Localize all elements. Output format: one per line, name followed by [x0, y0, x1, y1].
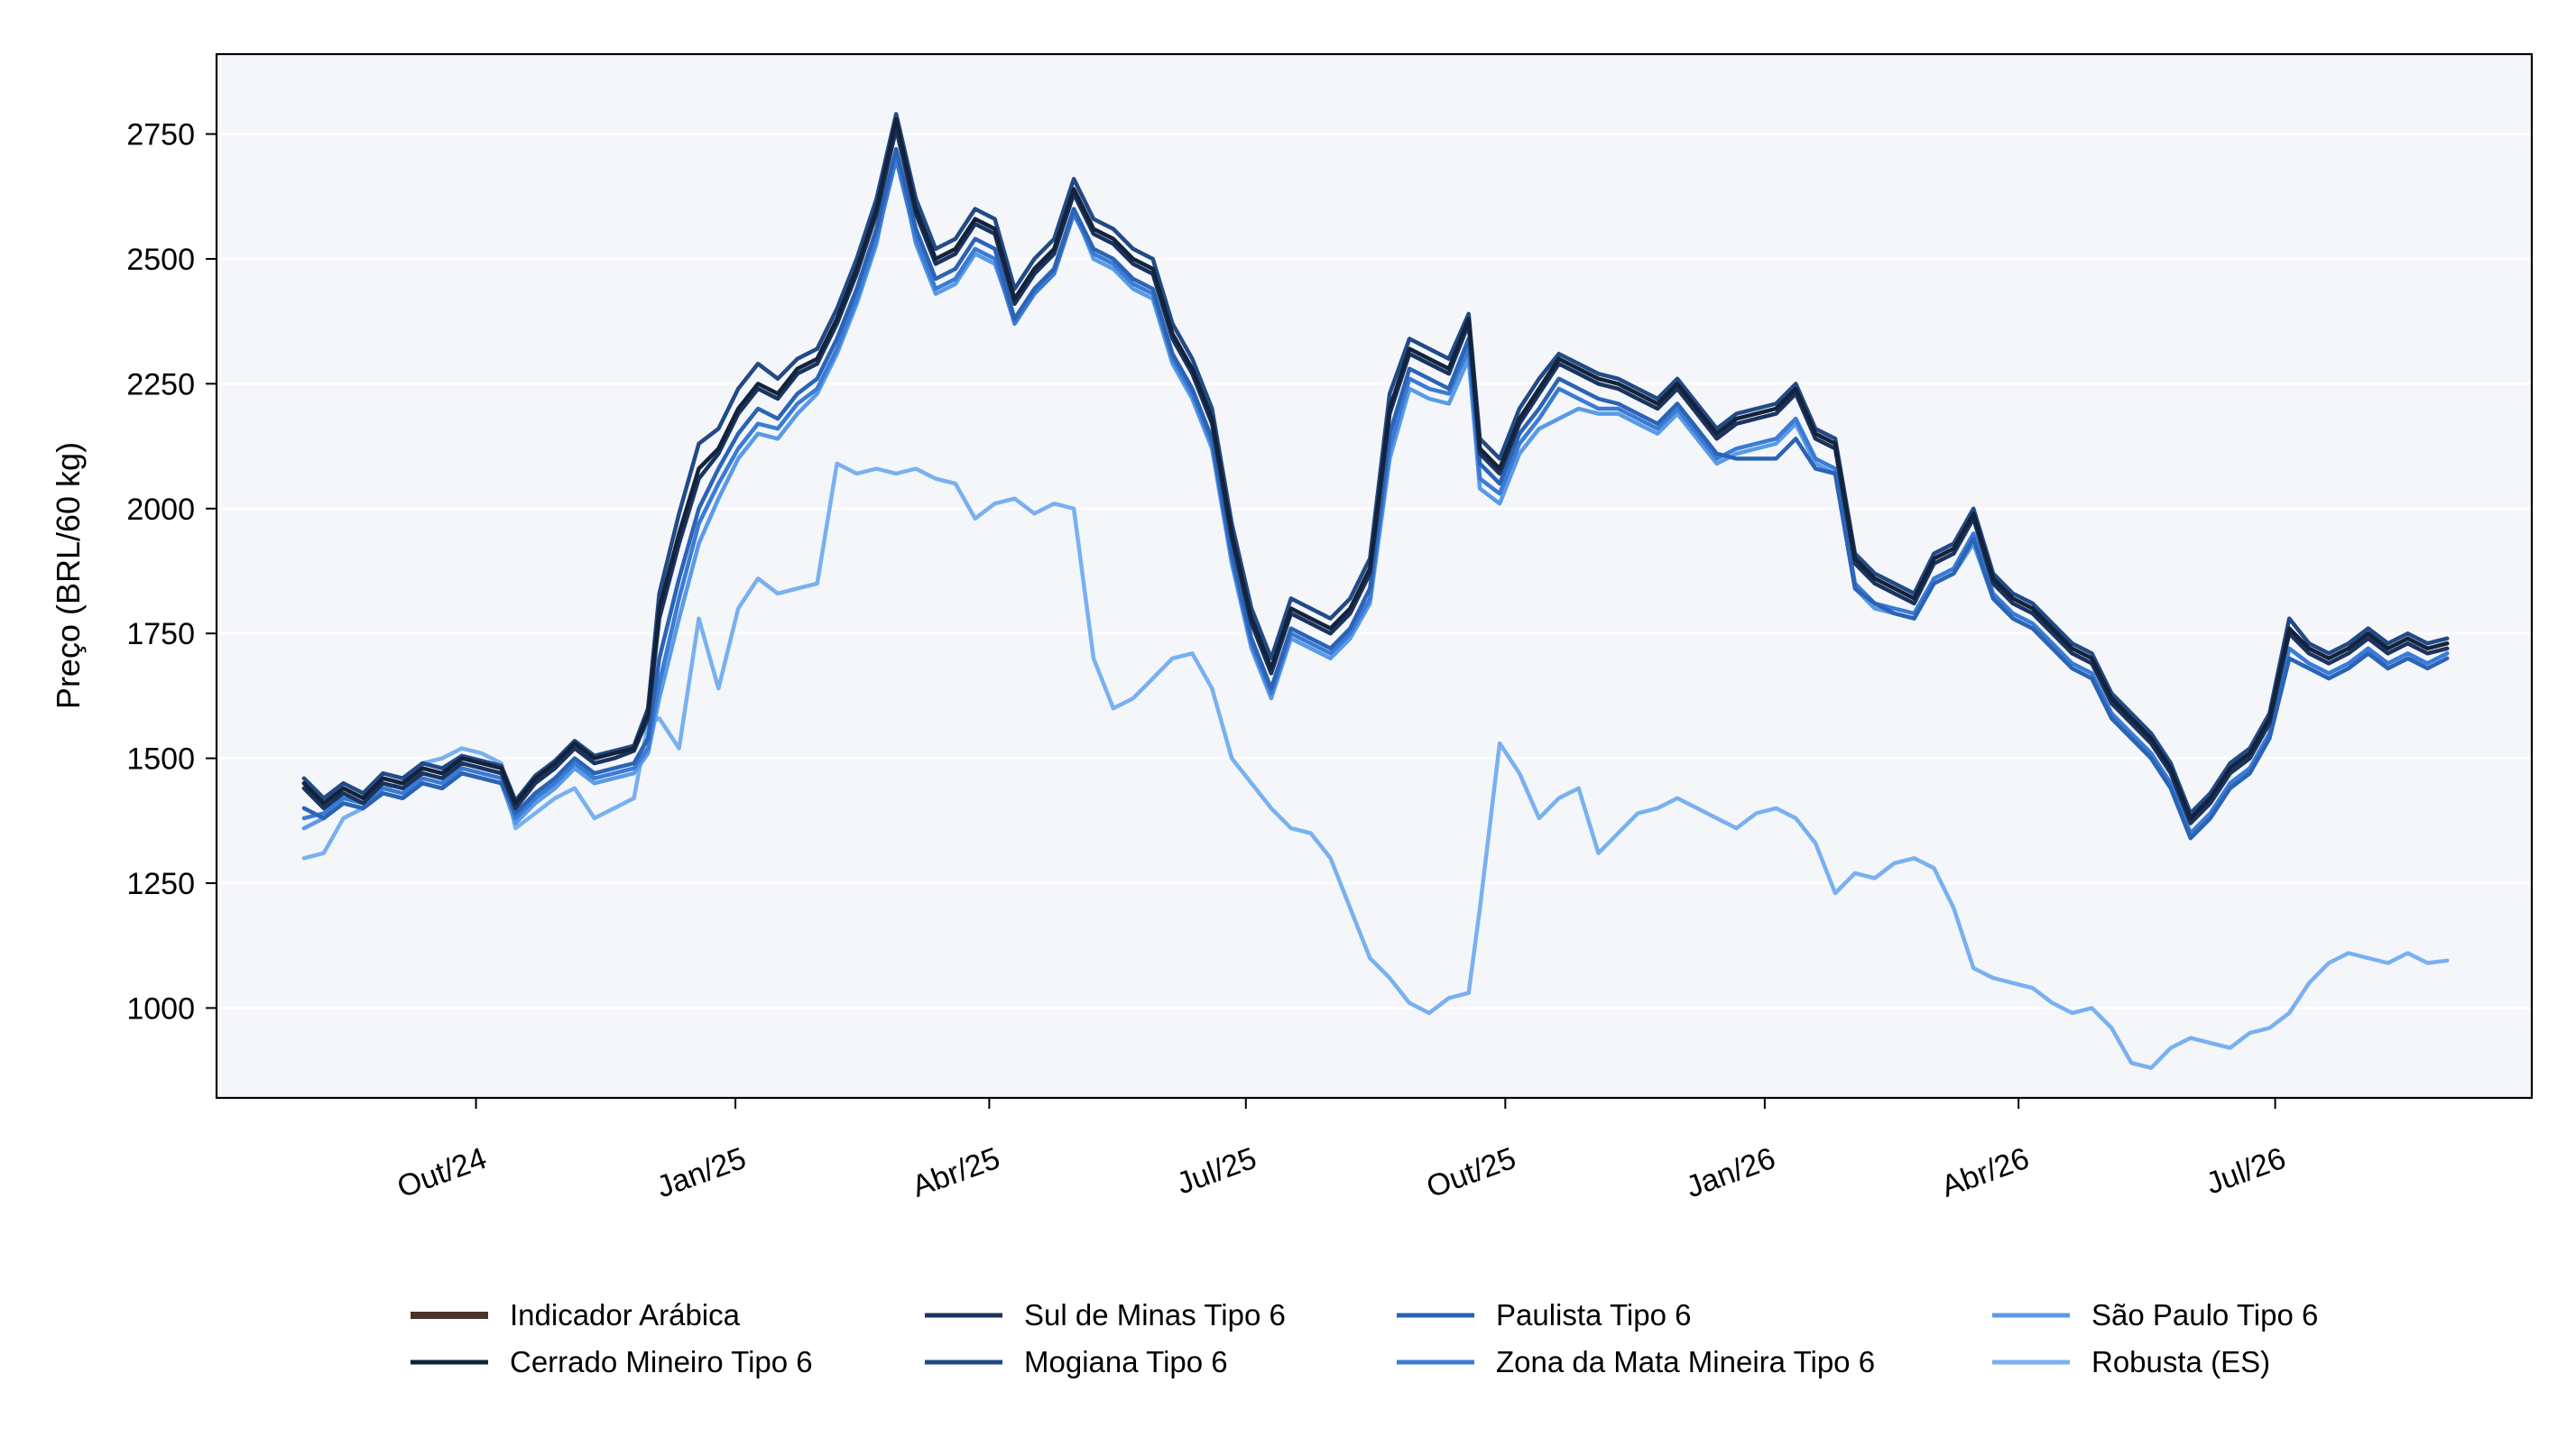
series-line-4 [301, 146, 2450, 841]
legend-label: Sul de Minas Tipo 6 [1024, 1298, 1286, 1332]
x-tick-label: Out/24 [392, 1141, 491, 1205]
x-tick-label: Out/25 [1422, 1141, 1520, 1205]
legend-label: Mogiana Tipo 6 [1024, 1345, 1228, 1378]
series-line-1 [301, 116, 2450, 821]
legend-label: Robusta (ES) [2091, 1345, 2270, 1378]
y-tick-label: 2500 [126, 243, 195, 277]
legend: Indicador Arábica Cerrado Mineiro Tipo 6 S… [411, 1298, 2318, 1378]
legend-label: Zona da Mata Mineira Tipo 6 [1496, 1345, 1875, 1378]
x-axis: Out/24 Jan/25 Abr/25 Jul/25 Out/25 Jan/26 Abr/… [392, 1098, 2290, 1204]
y-axis-title: Preço (BRL/60 kg) [50, 442, 87, 709]
x-tick-label: Jan/26 [1682, 1141, 1780, 1205]
y-tick-label: 1000 [126, 991, 195, 1026]
legend-label: Paulista Tipo 6 [1496, 1298, 1691, 1332]
series-line-5 [301, 157, 2450, 835]
y-axis: 1000 1250 1500 1750 2000 2250 2500 2750 [126, 118, 217, 1026]
y-tick-label: 1500 [126, 742, 195, 777]
x-tick-label: Abr/25 [908, 1141, 1004, 1204]
x-tick-label: Jan/25 [652, 1141, 751, 1205]
x-tick-label: Jul/25 [1172, 1141, 1260, 1202]
x-tick-label: Jul/26 [2202, 1141, 2290, 1202]
x-tick-label: Abr/26 [1937, 1141, 2034, 1204]
y-tick-label: 2750 [126, 118, 195, 152]
y-tick-label: 1750 [126, 617, 195, 651]
legend-label: Cerrado Mineiro Tipo 6 [510, 1345, 813, 1378]
y-tick-label: 2000 [126, 493, 195, 527]
y-tick-label: 1250 [126, 867, 195, 901]
legend-label: São Paulo Tipo 6 [2091, 1298, 2318, 1332]
y-tick-label: 2250 [126, 367, 195, 401]
legend-label: Indicador Arábica [510, 1298, 741, 1332]
plot-area-frame [215, 52, 2534, 1100]
series-lines [301, 112, 2450, 1071]
